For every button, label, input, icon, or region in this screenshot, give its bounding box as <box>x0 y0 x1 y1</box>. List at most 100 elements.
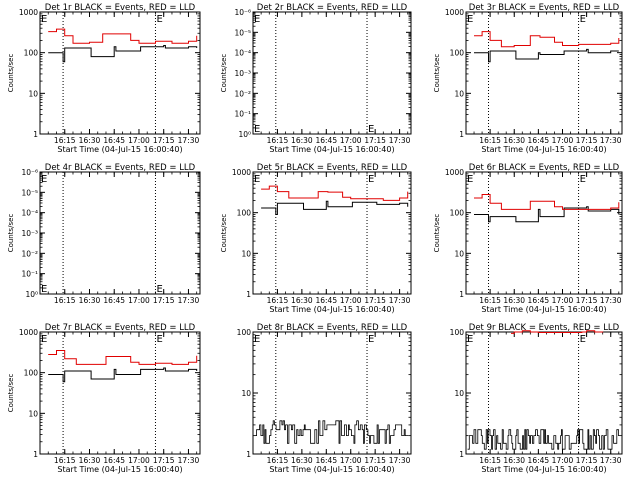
x-tick-label: 16:15 <box>267 296 289 305</box>
x-axis-label: Start Time (04-Jul-15 16:00:40) <box>269 465 394 474</box>
x-tick-label: 17:15 <box>364 456 386 465</box>
y-tick-label: 100 <box>237 209 252 218</box>
y-tick-label: 1000 <box>19 328 38 337</box>
x-tick-label: 16:30 <box>503 296 525 305</box>
series-events-noise <box>467 429 620 450</box>
x-tick-label: 17:15 <box>576 456 598 465</box>
x-tick-label: 16:45 <box>528 136 550 145</box>
x-tick-label: 17:15 <box>576 136 598 145</box>
panel-det-7: Det 7r BLACK = Events, RED = LLD 1 10 100 10… <box>7 323 201 474</box>
y-tick-label: 10 <box>241 249 251 258</box>
y-tick-label: 1 <box>459 290 464 299</box>
x-tick-label: 17:15 <box>153 136 175 145</box>
plot-frame <box>39 11 201 135</box>
x-tick-label: 16:45 <box>103 136 125 145</box>
x-tick-label: 17:30 <box>178 456 200 465</box>
panel-title: Det 9r BLACK = Events, RED = LLD <box>469 323 620 333</box>
panel-det-3: Det 3r BLACK = Events, RED = LLD 1 10 100 10… <box>433 3 623 154</box>
series-events <box>48 45 198 63</box>
event-marker-label: E <box>254 174 260 185</box>
y-tick-label: 10 <box>28 409 38 418</box>
event-marker-label: E <box>156 284 162 295</box>
event-marker-label: E <box>156 14 162 25</box>
y-tick-label: 10⁻² <box>21 249 38 258</box>
x-tick-label: 16:30 <box>291 136 313 145</box>
y-tick-label: 1 <box>459 130 464 139</box>
event-marker-label: E <box>368 334 374 345</box>
y-tick-label: 1 <box>33 450 38 459</box>
y-tick-label: 10⁻⁴ <box>234 49 251 58</box>
y-tick-label: 10⁻³ <box>234 69 251 78</box>
x-axis-label: Start Time (04-Jul-15 16:00:40) <box>481 145 606 154</box>
series-lld <box>474 31 620 48</box>
panel-title: Det 4r BLACK = Events, RED = LLD <box>45 163 196 173</box>
x-axis-label: Start Time (04-Jul-15 16:00:40) <box>481 305 606 314</box>
x-tick-label: 17:15 <box>576 296 598 305</box>
event-marker-label: E <box>467 174 473 185</box>
panel-det-2: Det 2r BLACK = Events, RED = LLD 10⁰ 10⁻¹ 1… <box>220 3 412 154</box>
event-marker-label: E <box>41 284 47 295</box>
series-lld <box>48 350 198 365</box>
x-tick-label: 17:30 <box>600 136 622 145</box>
series-events <box>48 367 198 383</box>
y-tick-label: 10⁻⁶ <box>234 8 251 17</box>
x-tick-label: 16:45 <box>103 296 125 305</box>
y-tick-label: 10⁻¹ <box>234 110 251 119</box>
event-marker-label: E <box>254 14 260 25</box>
y-tick-label: 1 <box>33 130 38 139</box>
panel-title: Det 7r BLACK = Events, RED = LLD <box>45 323 196 333</box>
x-axis-label: Start Time (04-Jul-15 16:00:40) <box>481 465 606 474</box>
y-tick-label: 100 <box>24 369 39 378</box>
plot-frame <box>39 331 201 455</box>
series-events <box>261 200 409 215</box>
x-axis-label: Start Time (04-Jul-15 16:00:40) <box>57 465 182 474</box>
panel-title: Det 2r BLACK = Events, RED = LLD <box>257 3 408 13</box>
y-tick-label: 100 <box>450 49 465 58</box>
event-marker-label: E <box>156 334 162 345</box>
x-tick-label: 17:00 <box>340 296 362 305</box>
panel-det-9: Det 9r BLACK = Events, RED = LLD 1 10 100 16… <box>450 323 623 474</box>
y-tick-label: 1000 <box>445 8 464 17</box>
y-axis-label: Counts/sec <box>7 214 15 253</box>
x-tick-label: 17:15 <box>364 136 386 145</box>
y-tick-label: 100 <box>24 49 39 58</box>
event-marker-label: E <box>368 124 374 135</box>
event-marker-label: E <box>580 14 586 25</box>
x-tick-label: 17:30 <box>389 456 411 465</box>
series-events <box>474 48 619 63</box>
y-tick-label: 10 <box>241 389 251 398</box>
event-marker-label: E <box>467 334 473 345</box>
x-tick-label: 17:30 <box>178 136 200 145</box>
series-lld <box>261 185 409 201</box>
x-tick-label: 17:00 <box>340 136 362 145</box>
x-tick-label: 16:30 <box>503 136 525 145</box>
x-axis-label: Start Time (04-Jul-15 16:00:40) <box>269 305 394 314</box>
x-tick-label: 17:00 <box>128 456 150 465</box>
x-tick-label: 17:30 <box>600 456 622 465</box>
plot-frame <box>252 171 412 295</box>
x-tick-label: 16:15 <box>479 136 501 145</box>
x-tick-label: 17:30 <box>389 136 411 145</box>
panel-title: Det 5r BLACK = Events, RED = LLD <box>257 163 408 173</box>
y-tick-label: 10⁰ <box>238 130 251 139</box>
x-tick-label: 16:30 <box>79 456 101 465</box>
event-marker-label: E <box>41 174 47 185</box>
y-tick-label: 10⁻⁵ <box>21 188 38 197</box>
plot-frame <box>252 331 412 455</box>
y-tick-label: 10 <box>454 249 464 258</box>
y-tick-label: 10⁻¹ <box>21 270 38 279</box>
panel-det-8: Det 8r BLACK = Events, RED = LLD 1 10 100 16… <box>237 323 412 474</box>
event-marker-label: E <box>580 174 586 185</box>
y-tick-label: 10 <box>28 89 38 98</box>
y-tick-label: 1000 <box>19 8 38 17</box>
plot-frame <box>252 11 412 135</box>
y-axis-label: Counts/sec <box>433 214 441 253</box>
y-tick-label: 1 <box>459 450 464 459</box>
x-tick-label: 16:15 <box>267 456 289 465</box>
x-tick-label: 17:30 <box>389 296 411 305</box>
x-tick-label: 16:30 <box>79 296 101 305</box>
y-axis-label: Counts/sec <box>220 214 228 253</box>
plot-frame <box>465 171 623 295</box>
x-tick-label: 16:30 <box>291 456 313 465</box>
x-tick-label: 17:00 <box>552 136 574 145</box>
